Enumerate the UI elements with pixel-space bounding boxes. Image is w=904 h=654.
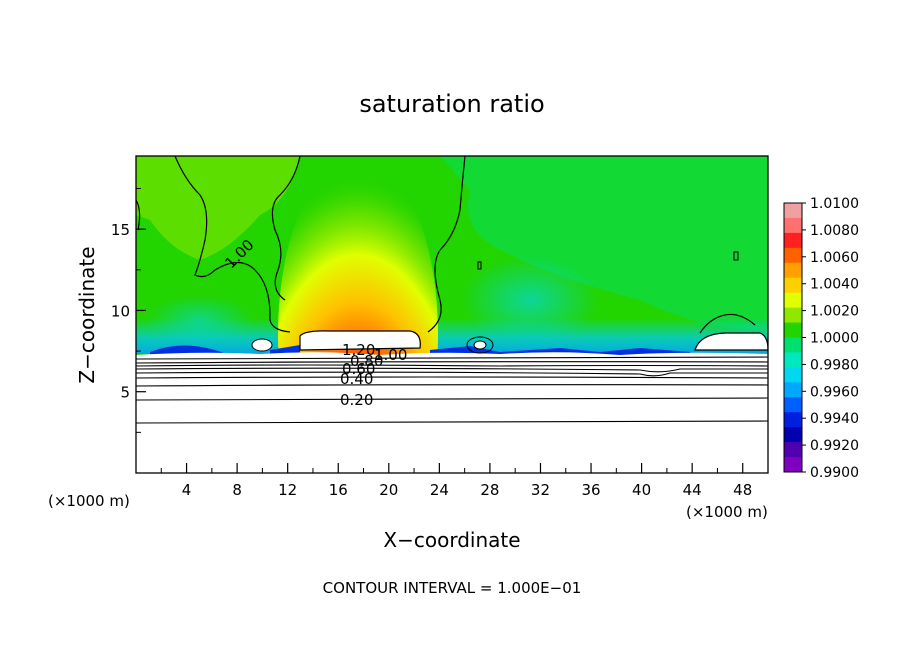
contour-level-3 <box>136 364 768 367</box>
colorbar-swatch <box>784 217 802 234</box>
x-unit-left: (×1000 m) <box>48 492 130 510</box>
x-tick-label: 40 <box>632 481 651 499</box>
contour-interval-footer: CONTOUR INTERVAL = 1.000E−01 <box>323 579 582 597</box>
contour-level-7 <box>136 384 768 387</box>
colorbar-label: 1.0040 <box>810 277 859 293</box>
contour-dot-2 <box>733 251 739 261</box>
contour-1-00-right <box>427 156 466 333</box>
cloud-mid <box>299 330 421 351</box>
contour-label-1-20: 1.20 <box>342 341 375 359</box>
colorbar-swatch <box>784 397 802 413</box>
contour-label-0-40: 0.40 <box>340 370 373 388</box>
colorbar-label: 0.9980 <box>810 357 859 373</box>
colorbar-swatch <box>784 322 802 338</box>
colorbar-label: 1.0100 <box>810 196 859 212</box>
x-tick-label: 8 <box>232 481 242 499</box>
colorbar-label: 0.9900 <box>810 465 859 481</box>
colorbar-swatch <box>784 307 802 324</box>
colorbar-swatch <box>784 352 802 368</box>
contour-label-1-00: 1.00 <box>374 346 407 364</box>
contour-1-00-left <box>174 156 291 333</box>
contour-level-6 <box>136 376 768 379</box>
contour-1-00-far-right <box>699 313 756 334</box>
contour-1-00-inner <box>271 156 301 301</box>
colorbar-label: 1.0060 <box>810 250 859 266</box>
chart-title: saturation ratio <box>359 90 544 118</box>
x-tick-label: 36 <box>581 481 600 499</box>
x-tick-label: 12 <box>278 481 297 499</box>
y-axis: 5 10 15 <box>111 188 146 433</box>
cloud-small-mid <box>466 336 494 354</box>
region-upper-left <box>136 156 300 260</box>
x-tick-label: 28 <box>480 481 499 499</box>
x-tick-label: 16 <box>329 481 348 499</box>
region-right <box>440 156 768 330</box>
contour-level-2 <box>136 361 768 364</box>
plot-frame <box>135 155 769 474</box>
colorbar-label: 0.9920 <box>810 438 859 454</box>
x-axis-label: X−coordinate <box>383 528 520 552</box>
contour-label-0-80: 0.80 <box>350 352 383 370</box>
x-unit-right: (×1000 m) <box>686 503 768 521</box>
colorbar-swatch <box>784 247 802 264</box>
y-tick-label: 10 <box>111 302 130 320</box>
x-tick-label: 20 <box>379 481 398 499</box>
colorbar-label: 1.0000 <box>810 331 859 347</box>
colorbar-label: 0.9940 <box>810 411 859 427</box>
colorbar-label: 1.0020 <box>810 304 859 320</box>
contour-labels: 1.00 1.20 1.00 0.80 0.60 0.40 0.20 <box>221 236 407 409</box>
contour-level-4 <box>136 367 768 373</box>
x-tick-label: 32 <box>531 481 550 499</box>
colorbar-swatch <box>784 427 802 443</box>
x-tick-label: 4 <box>182 481 192 499</box>
colorbar-swatch <box>784 412 802 428</box>
contour-label-0-60: 0.60 <box>342 360 375 378</box>
colorbar-swatch <box>784 262 802 279</box>
colorbar-swatch <box>784 232 802 249</box>
cloud-small-left <box>251 338 273 352</box>
colorbar-label: 1.0080 <box>810 223 859 239</box>
colorbar-label: 0.9960 <box>810 384 859 400</box>
contour-level-1 <box>136 356 768 360</box>
x-tick-label: 44 <box>683 481 702 499</box>
plot-area <box>136 156 768 473</box>
y-tick-label: 5 <box>120 384 130 402</box>
colorbar-swatch <box>784 457 802 473</box>
colorbar-swatch <box>784 292 802 309</box>
x-axis: 4 8 12 16 20 24 28 32 36 40 44 48 <box>160 463 752 499</box>
x-tick-label: 24 <box>430 481 449 499</box>
region-subsaturated <box>136 352 768 473</box>
colorbar-swatch <box>784 277 802 294</box>
colorbar: 1.0100 1.0080 1.0060 1.0040 1.0020 1.0000 0.99… <box>783 196 859 481</box>
colorbar-swatch <box>784 442 802 458</box>
contour-dot-1 <box>477 261 482 270</box>
colorbar-swatch <box>784 337 802 353</box>
x-tick-label: 48 <box>733 481 752 499</box>
contour-level-5 <box>136 371 768 377</box>
colorbar-swatch <box>784 203 802 219</box>
colorbar-swatch <box>784 367 802 383</box>
contour-1-00-left-edge <box>136 199 141 231</box>
cloud-small-mid-inner <box>473 340 487 350</box>
colorbar-swatch <box>784 382 802 398</box>
y-axis-label: Z−coordinate <box>75 246 99 383</box>
y-tick-label: 15 <box>111 221 130 239</box>
contour-label-0-20: 0.20 <box>340 391 373 409</box>
